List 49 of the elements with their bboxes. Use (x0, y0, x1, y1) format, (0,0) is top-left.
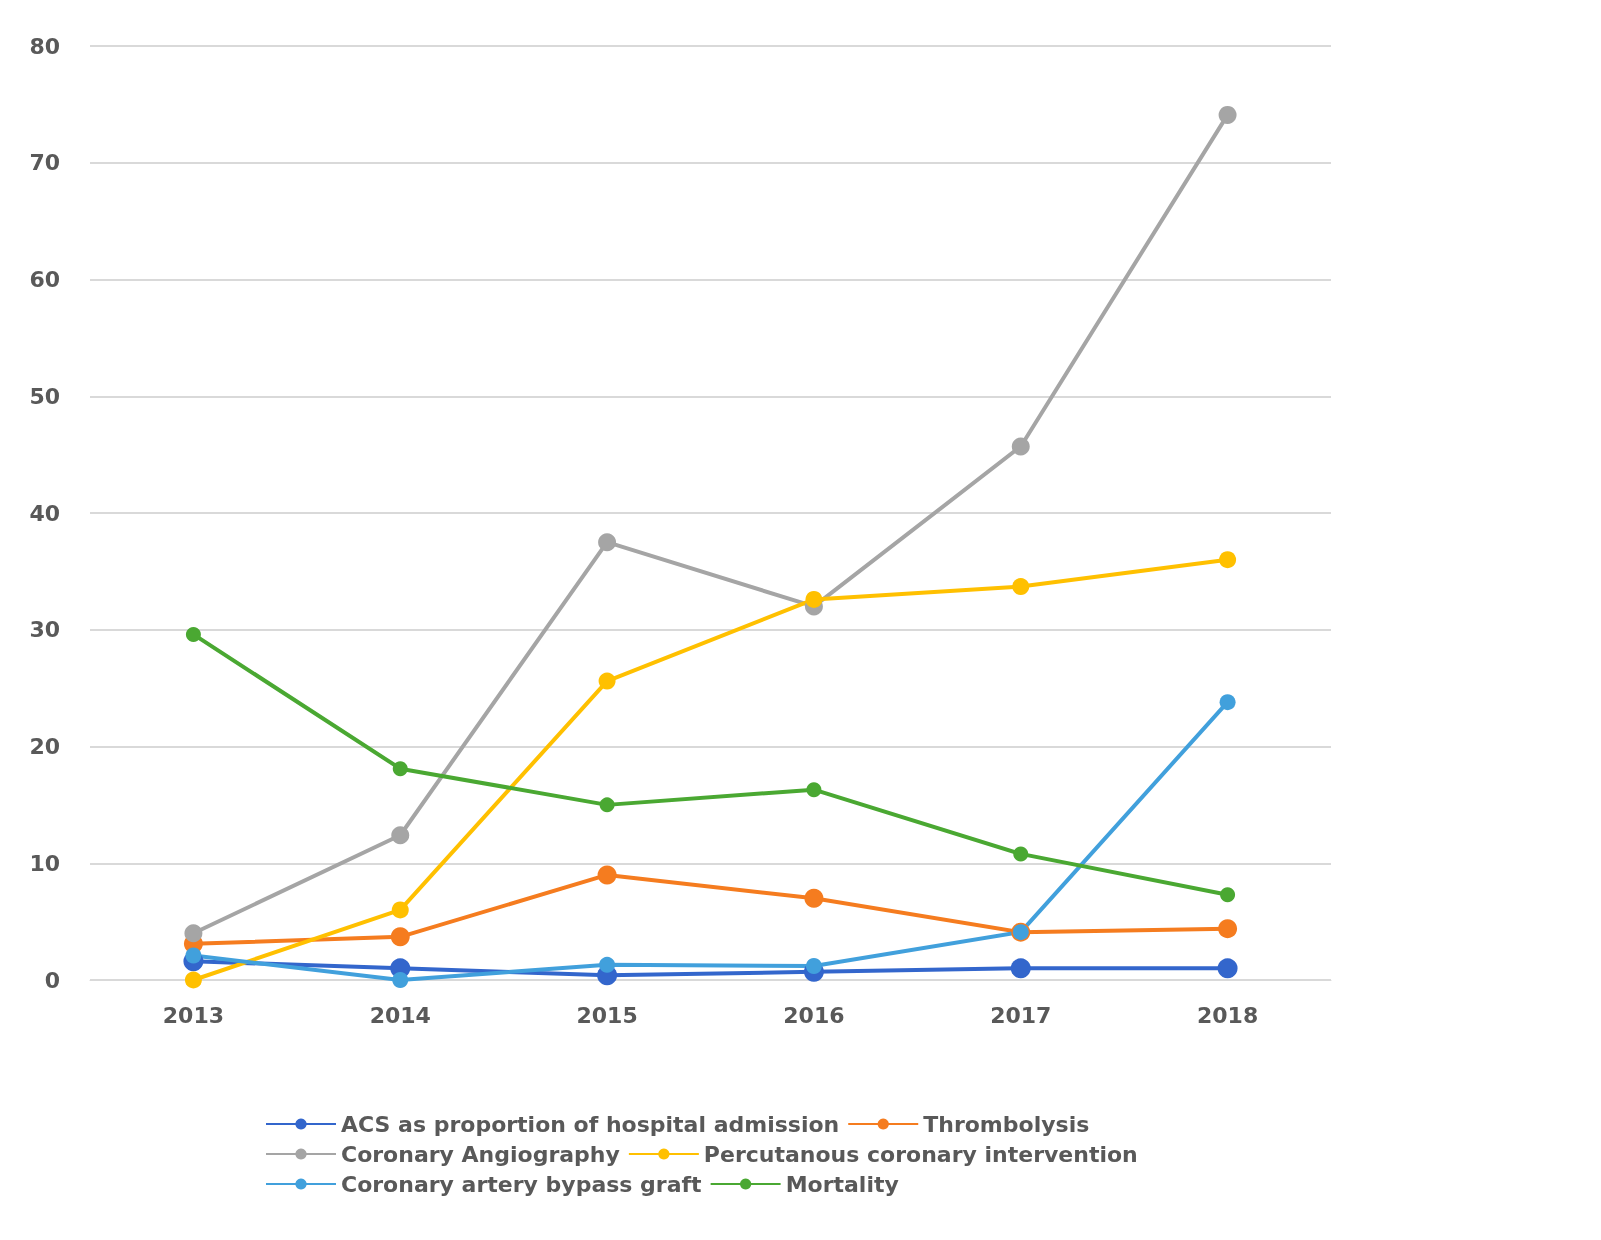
point (599, 797, 615, 813)
y-tick-label: 70 (29, 150, 60, 176)
point (1011, 437, 1030, 456)
point (185, 626, 201, 642)
point (1010, 958, 1031, 979)
point (598, 672, 616, 690)
x-tick-label: 2015 (576, 1002, 638, 1028)
point (597, 865, 617, 885)
y-tick-label: 30 (29, 617, 60, 643)
y-tick-label: 80 (29, 33, 60, 59)
point (805, 957, 822, 974)
point (1219, 551, 1237, 569)
y-tick-label: 60 (29, 267, 60, 292)
point (598, 533, 617, 552)
point (1219, 694, 1236, 711)
x-tick-label: 2017 (990, 1002, 1052, 1028)
point (805, 590, 823, 608)
legend-label: Percutanous coronary intervention (703, 1141, 1138, 1167)
point (1218, 105, 1237, 124)
point (1218, 919, 1238, 939)
point (1220, 887, 1236, 903)
legend-label: Coronary Angiography (341, 1141, 620, 1167)
point (392, 761, 408, 777)
legend-label: Mortality (785, 1171, 899, 1197)
x-tick-label: 2016 (783, 1002, 845, 1028)
legend-label: Coronary artery bypass graft (341, 1171, 703, 1197)
point (391, 826, 410, 845)
y-tick-label: 10 (29, 850, 60, 876)
point (1012, 578, 1030, 596)
y-tick-label: 40 (29, 500, 60, 526)
x-tick-label: 2013 (162, 1002, 225, 1028)
point (184, 924, 203, 943)
point (185, 947, 202, 964)
point (391, 901, 409, 919)
point (1013, 846, 1029, 862)
y-tick-label: 0 (44, 967, 60, 993)
point (392, 972, 409, 988)
y-tick-label: 20 (29, 734, 60, 759)
point (184, 971, 202, 989)
point (806, 782, 822, 798)
point (599, 956, 616, 973)
point (1217, 958, 1238, 979)
point (804, 888, 824, 908)
x-tick-label: 2014 (369, 1002, 431, 1028)
x-tick-label: 2018 (1196, 1002, 1259, 1028)
legend-label: Thrombolysis (923, 1111, 1090, 1137)
legend-label: ACS as proportion of hospital admission (341, 1111, 840, 1137)
y-tick-label: 50 (29, 383, 60, 409)
point (390, 927, 410, 947)
